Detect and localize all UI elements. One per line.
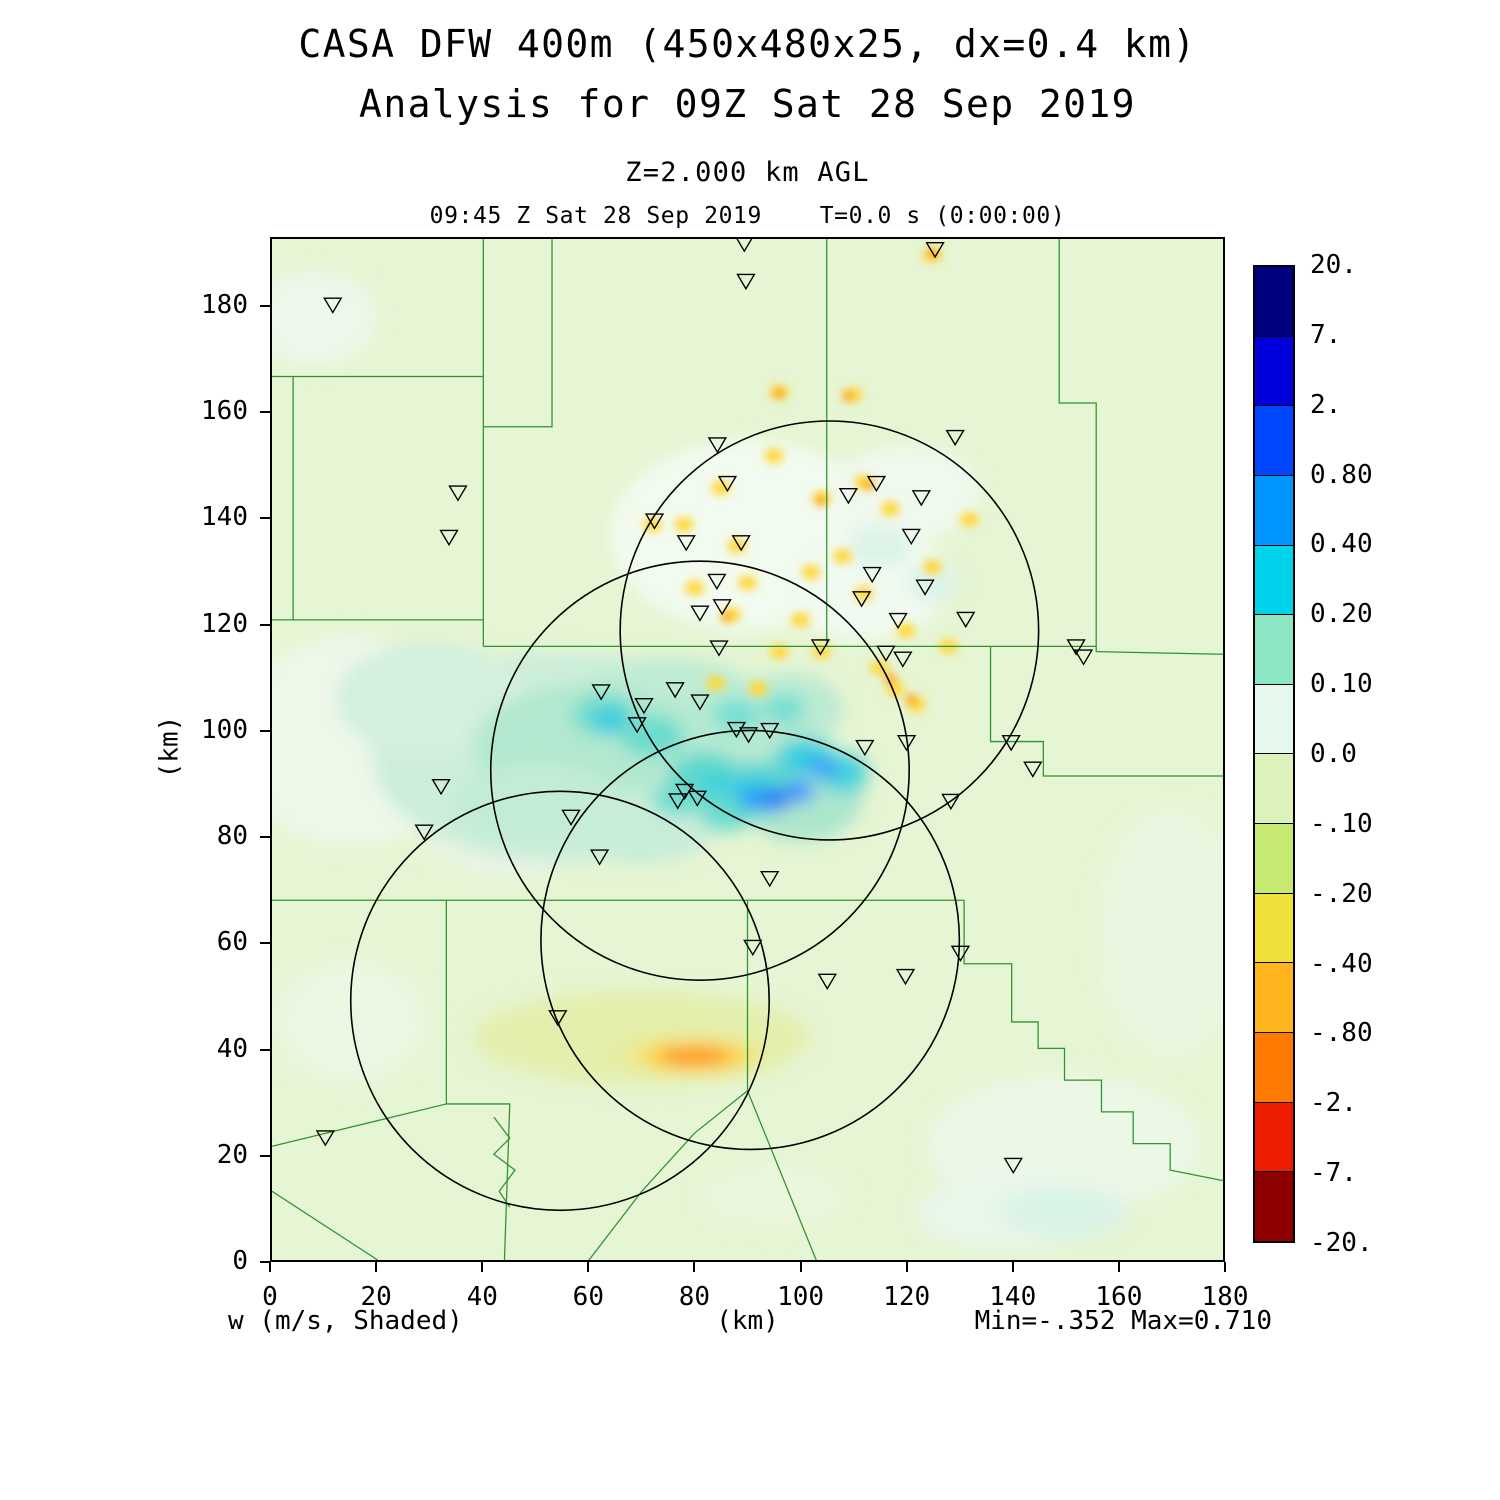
valid-time-label: 09:45 Z Sat 28 Sep 2019 T=0.0 s (0:00:00… bbox=[429, 203, 1066, 229]
colorbar-cell bbox=[1255, 683, 1293, 754]
y-tick-label: 180 bbox=[201, 290, 248, 321]
x-tick-mark bbox=[693, 1262, 696, 1272]
radar-range-circles-layer bbox=[349, 420, 1040, 1212]
colorbar-cell bbox=[1255, 267, 1293, 336]
colorbar-cell bbox=[1255, 335, 1293, 406]
y-tick-mark bbox=[260, 517, 270, 520]
x-tick-label: 20 bbox=[360, 1282, 392, 1312]
map-plot-area bbox=[270, 237, 1225, 1262]
colorbar bbox=[1253, 265, 1295, 1243]
x-tick-mark bbox=[375, 1262, 378, 1272]
colorbar-cell bbox=[1255, 1171, 1293, 1241]
chart-subtitle: Analysis for 09Z Sat 28 Sep 2019 bbox=[359, 82, 1136, 126]
x-tick-mark bbox=[587, 1262, 590, 1272]
analysis-map bbox=[272, 239, 1223, 1260]
colorbar-cell bbox=[1255, 1101, 1293, 1172]
county-boundaries-layer bbox=[272, 239, 1223, 1260]
x-tick-label: 120 bbox=[883, 1282, 931, 1312]
colorbar-tick-label: 0.20 bbox=[1310, 599, 1373, 630]
y-tick-mark bbox=[260, 1048, 270, 1051]
x-tick-label: 140 bbox=[989, 1282, 1037, 1312]
y-tick-label: 0 bbox=[232, 1246, 248, 1276]
colorbar-tick-label: 7. bbox=[1310, 319, 1342, 350]
x-tick-label: 100 bbox=[777, 1282, 825, 1312]
colorbar-cell bbox=[1255, 1032, 1293, 1102]
station-markers-layer bbox=[315, 239, 1094, 1175]
x-tick-mark bbox=[1224, 1262, 1226, 1272]
y-tick-mark bbox=[260, 1154, 270, 1157]
y-tick-label: 140 bbox=[201, 502, 248, 533]
colorbar-tick-label: -2. bbox=[1310, 1088, 1357, 1119]
shaded-field-layer bbox=[272, 270, 1223, 1250]
chart-title: CASA DFW 400m (450x480x25, dx=0.4 km) bbox=[298, 22, 1197, 66]
x-tick-label: 160 bbox=[1095, 1282, 1143, 1312]
x-tick-mark bbox=[269, 1262, 271, 1272]
colorbar-tick-label: -.20 bbox=[1310, 878, 1373, 909]
colorbar-tick-label: 0.80 bbox=[1310, 459, 1373, 490]
x-tick-mark bbox=[1011, 1262, 1014, 1272]
colorbar-cell bbox=[1255, 823, 1293, 893]
x-tick-label: 40 bbox=[466, 1282, 498, 1312]
colorbar-tick-label: -.40 bbox=[1310, 948, 1373, 979]
colorbar-cell bbox=[1255, 544, 1293, 615]
colorbar-tick-label: 20. bbox=[1310, 250, 1357, 280]
colorbar-tick-label: -20. bbox=[1310, 1228, 1373, 1258]
colorbar-cell bbox=[1255, 614, 1293, 684]
y-tick-label: 80 bbox=[216, 821, 248, 852]
y-tick-label: 120 bbox=[201, 608, 248, 639]
y-tick-mark bbox=[260, 1261, 270, 1263]
radar-range-circle bbox=[489, 560, 910, 981]
colorbar-cell bbox=[1255, 962, 1293, 1033]
y-tick-mark bbox=[260, 623, 270, 626]
y-tick-mark bbox=[260, 729, 270, 732]
colorbar-tick-label: 0.0 bbox=[1310, 739, 1357, 769]
shaded-variable-label: w (m/s, Shaded) bbox=[228, 1306, 463, 1336]
level-label: Z=2.000 km AGL bbox=[625, 157, 870, 188]
y-tick-label: 40 bbox=[216, 1033, 248, 1064]
colorbar-tick-label: -.80 bbox=[1310, 1018, 1373, 1049]
radar-range-circle bbox=[349, 790, 770, 1212]
y-tick-mark bbox=[260, 411, 270, 414]
colorbar-cell bbox=[1255, 405, 1293, 475]
y-tick-mark bbox=[260, 942, 270, 945]
colorbar-cell bbox=[1255, 753, 1293, 824]
radar-range-circle bbox=[619, 420, 1040, 841]
y-tick-label: 60 bbox=[216, 927, 248, 958]
colorbar-cell bbox=[1255, 892, 1293, 963]
x-tick-mark bbox=[1117, 1262, 1120, 1272]
y-tick-label: 100 bbox=[201, 714, 248, 745]
x-tick-label: 60 bbox=[572, 1282, 604, 1312]
colorbar-tick-label: 2. bbox=[1310, 389, 1342, 420]
x-tick-label: 80 bbox=[678, 1282, 711, 1312]
x-tick-mark bbox=[799, 1262, 802, 1272]
min-max-label: Min=-.352 Max=0.710 bbox=[974, 1306, 1272, 1336]
colorbar-cell bbox=[1255, 474, 1293, 545]
radar-range-circle bbox=[540, 729, 961, 1151]
colorbar-tick-label: 0.40 bbox=[1310, 529, 1373, 560]
x-tick-label: 180 bbox=[1201, 1282, 1249, 1312]
x-tick-mark bbox=[905, 1262, 908, 1272]
colorbar-tick-label: -.10 bbox=[1310, 808, 1373, 839]
y-tick-mark bbox=[260, 305, 270, 308]
y-axis-label: (km) bbox=[154, 715, 185, 779]
y-tick-label: 160 bbox=[201, 396, 248, 427]
y-tick-label: 20 bbox=[216, 1139, 248, 1170]
colorbar-tick-label: 0.10 bbox=[1310, 669, 1373, 700]
x-tick-mark bbox=[481, 1262, 484, 1272]
x-tick-label: 0 bbox=[262, 1282, 278, 1312]
y-tick-mark bbox=[260, 836, 270, 839]
x-axis-label: (km) bbox=[716, 1306, 779, 1336]
colorbar-tick-label: -7. bbox=[1310, 1158, 1357, 1189]
